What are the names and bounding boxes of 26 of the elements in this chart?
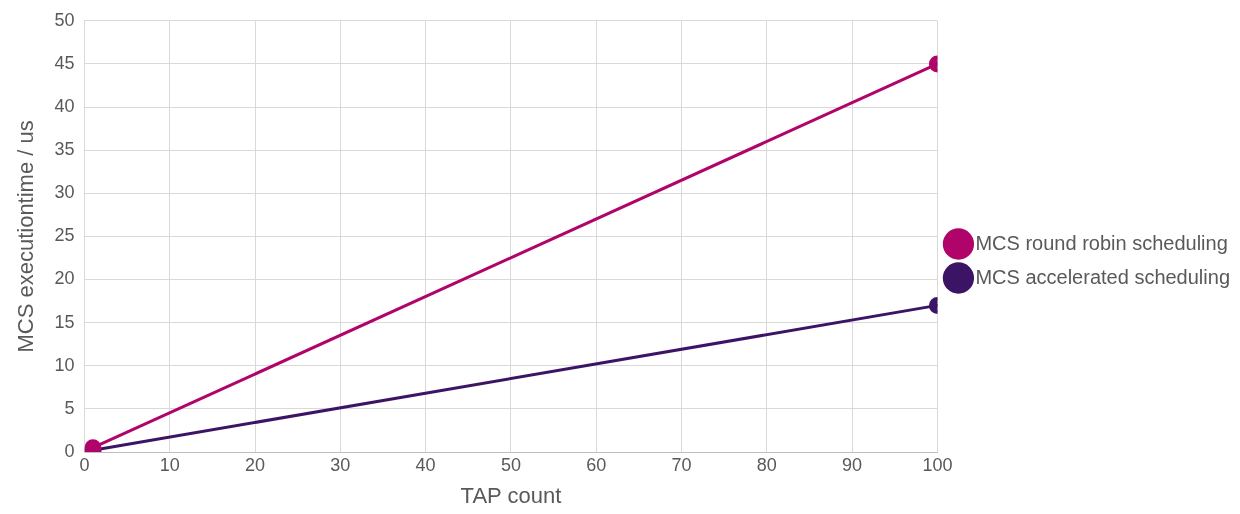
y-axis-title: MCS executiontime / us — [13, 120, 39, 353]
y-tick-label: 5 — [64, 397, 75, 418]
y-tick-label: 45 — [54, 52, 75, 73]
y-tick-label: 40 — [54, 96, 75, 117]
x-axis-title: TAP count — [460, 482, 562, 508]
y-tick-label: 25 — [54, 225, 75, 246]
x-tick-label: 60 — [586, 454, 607, 475]
legend-label: MCS round robin scheduling — [975, 231, 1228, 254]
y-tick-label: 30 — [54, 182, 75, 203]
x-tick-label: 80 — [756, 454, 777, 475]
x-tick-label: 40 — [415, 454, 436, 475]
x-tick-label: 10 — [159, 454, 180, 475]
y-tick-label: 0 — [64, 440, 75, 461]
x-tick-label: 0 — [79, 454, 90, 475]
y-tick-label: 50 — [54, 9, 75, 30]
y-tick-label: 15 — [54, 311, 75, 332]
legend-label: MCS accelerated scheduling — [975, 265, 1231, 288]
x-tick-label: 100 — [922, 454, 953, 475]
y-tick-label: 10 — [54, 354, 75, 375]
x-tick-label: 90 — [842, 454, 863, 475]
x-tick-label: 30 — [330, 454, 351, 475]
x-tick-label: 20 — [245, 454, 266, 475]
y-tick-label: 35 — [54, 139, 75, 160]
y-tick-label: 20 — [54, 268, 75, 289]
x-tick-label: 70 — [671, 454, 692, 475]
x-tick-label: 50 — [500, 454, 521, 475]
